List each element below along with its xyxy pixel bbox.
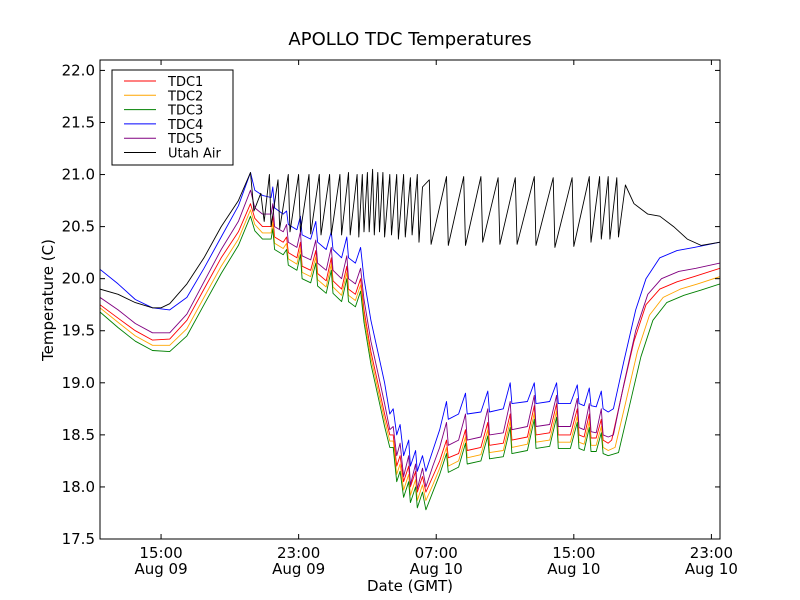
x-axis-label: Date (GMT) [367, 577, 453, 595]
chart-title: APOLLO TDC Temperatures [288, 29, 531, 50]
series-layer [100, 168, 720, 511]
y-tick-label: 19.0 [62, 374, 95, 392]
legend-label: TDC1 [167, 75, 203, 90]
legend-label: Utah Air [168, 147, 221, 162]
series-line-tdc5 [100, 189, 720, 490]
legend-label: TDC5 [167, 132, 203, 147]
series-line-utah-air [100, 168, 720, 309]
legend-label: TDC2 [167, 89, 203, 104]
x-tick-label-time: 15:00 [552, 544, 595, 562]
y-tick-label: 20.5 [62, 218, 95, 236]
y-axis: 17.5 18.0 18.5 19.0 19.5 20.0 20.5 21.0 21.5 22.0 [62, 61, 720, 548]
y-tick-label: 21.5 [62, 113, 95, 131]
x-tick-label-time: 15:00 [139, 544, 182, 562]
series-line-tdc2 [100, 209, 720, 501]
series-line-tdc3 [100, 215, 720, 511]
x-tick-label-date: Aug 10 [685, 560, 738, 578]
x-tick-label-time: 07:00 [415, 544, 458, 562]
x-tick-label-time: 23:00 [690, 544, 733, 562]
y-tick-label: 20.0 [62, 270, 95, 288]
x-tick-label-date: Aug 10 [410, 560, 463, 578]
legend-box [111, 69, 234, 166]
x-tick-label-date: Aug 09 [272, 560, 325, 578]
y-tick-label: 19.5 [62, 322, 95, 340]
y-tick-label: 18.5 [62, 426, 95, 444]
y-tick-label: 22.0 [62, 61, 95, 79]
x-tick-label-time: 23:00 [277, 544, 320, 562]
legend-label: TDC4 [167, 118, 203, 133]
y-tick-label: 21.0 [62, 166, 95, 184]
x-tick-label-date: Aug 10 [547, 560, 600, 578]
plot-frame [99, 59, 721, 540]
y-axis-label: Temperature (C) [39, 239, 57, 362]
y-tick-label: 18.0 [62, 478, 95, 496]
legend-label: TDC3 [167, 104, 203, 119]
x-tick-label-date: Aug 09 [134, 560, 187, 578]
y-tick-label: 17.5 [62, 530, 95, 548]
